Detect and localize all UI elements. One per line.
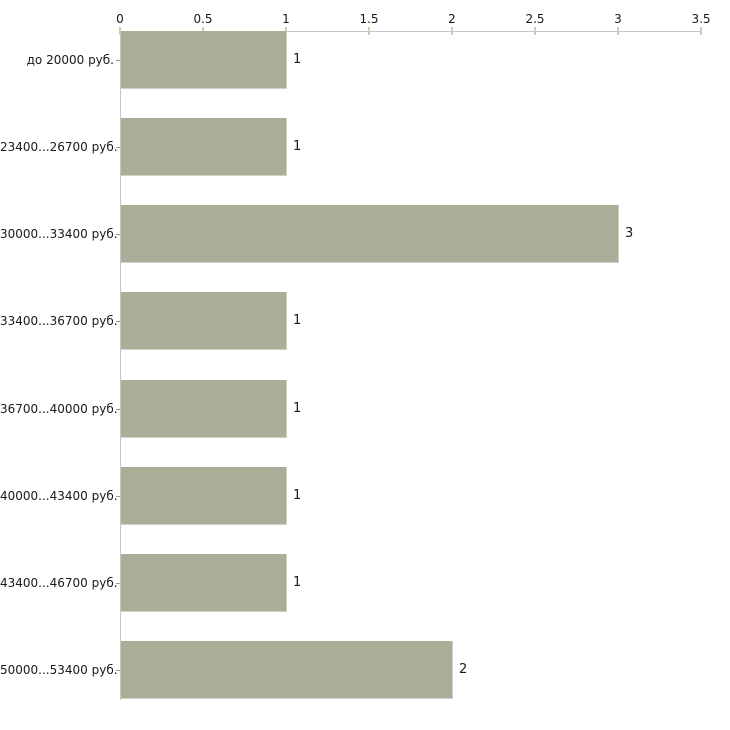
x-axis-tick-label: 2.5 [525,12,545,26]
y-axis-line [120,31,121,700]
category-tick [116,496,120,497]
category-tick [116,583,120,584]
x-axis-tick-label: 0.5 [193,12,213,26]
x-axis-tick [119,27,121,35]
x-axis-tick-label: 1 [282,12,290,26]
x-axis-tick [700,27,702,35]
bar-3 [121,292,287,350]
x-axis-tick-label: 1.5 [359,12,379,26]
category-tick [116,60,120,61]
category-label: 36700...40000 руб. [0,402,118,416]
category-tick [116,670,120,671]
bar-2 [121,205,619,263]
x-axis-tick-label: 3.5 [691,12,711,26]
bar-4 [121,380,287,438]
x-axis-tick [368,27,370,35]
category-label: 43400...46700 руб. [0,576,118,590]
x-axis-tick [451,27,453,35]
x-axis-tick-label: 0 [116,12,124,26]
bar-value-label: 2 [459,662,468,677]
category-label: 30000...33400 руб. [0,227,118,241]
x-axis-tick-label: 2 [448,12,456,26]
bar-value-label: 1 [293,139,302,154]
category-label: 50000...53400 руб. [0,663,118,677]
bar-0 [121,31,287,89]
bar-1 [121,118,287,176]
bar-value-label: 1 [293,575,302,590]
category-tick [116,234,120,235]
bar-value-label: 1 [293,52,302,67]
category-tick [116,147,120,148]
bar-value-label: 1 [293,313,302,328]
category-label: 40000...43400 руб. [0,489,118,503]
bar-value-label: 1 [293,401,302,416]
bar-7 [121,641,453,699]
x-axis-tick-label: 3 [614,12,622,26]
category-label: до 20000 руб. [26,53,114,67]
bar-5 [121,467,287,525]
bar-6 [121,554,287,612]
bar-value-label: 3 [625,226,634,241]
category-tick [116,409,120,410]
bar-value-label: 1 [293,488,302,503]
x-axis-tick [617,27,619,35]
x-axis-tick [534,27,536,35]
category-label: 33400...36700 руб. [0,314,118,328]
category-tick [116,321,120,322]
x-axis-line [120,31,701,32]
category-label: 23400...26700 руб. [0,140,118,154]
